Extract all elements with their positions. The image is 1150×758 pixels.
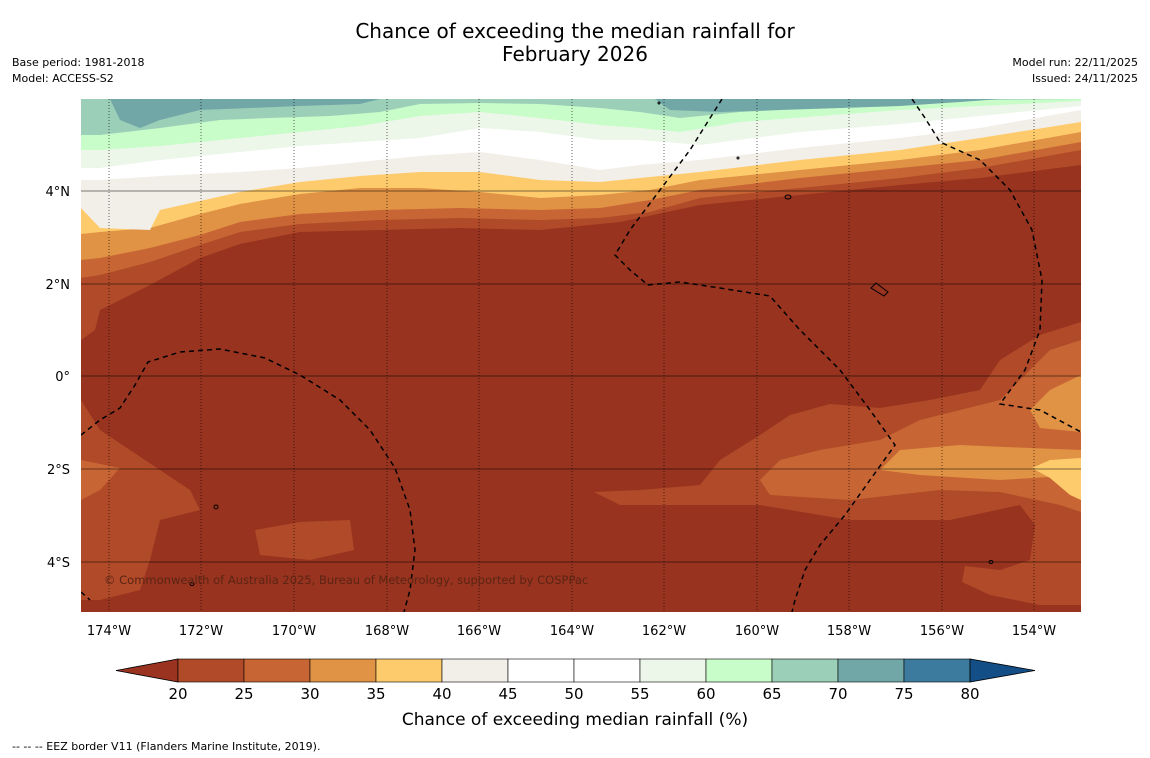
title-line-2: February 2026 <box>502 42 648 66</box>
lon-label: 174°W <box>87 624 131 639</box>
colorbar-tick-label: 50 <box>564 685 583 700</box>
colorbar-segment <box>375 658 443 683</box>
eez-border-east <box>911 99 1081 433</box>
band-70-75 <box>110 99 380 128</box>
eez-border-central <box>614 99 896 612</box>
lon-label: 166°W <box>457 624 501 639</box>
island-south <box>189 582 195 586</box>
lat-label: 2°N <box>46 278 71 293</box>
islands <box>189 101 994 586</box>
colorbar-tick-label: 45 <box>498 685 517 700</box>
colorbar-tick-label: 70 <box>828 685 847 700</box>
colorbar-tick-label: 60 <box>696 685 715 700</box>
lat-label: 2°S <box>47 463 70 478</box>
eez-borders <box>81 99 1081 612</box>
map-title: Chance of exceeding the median rainfall … <box>0 20 1150 66</box>
eez-border-west <box>81 348 416 612</box>
colorbar-title: Chance of exceeding median rainfall (%) <box>401 710 749 730</box>
island-east <box>988 560 994 564</box>
lon-label: 162°W <box>642 624 686 639</box>
colorbar-tick-label: 40 <box>432 685 451 700</box>
colorbar-segment <box>243 658 311 683</box>
lat-label: 4°S <box>47 556 70 571</box>
base-period-text: Base period: 1981-2018 <box>12 56 145 69</box>
colorbar-segment <box>309 658 377 683</box>
eez-footnote: -- -- -- EEZ border V11 (Flanders Marine… <box>12 740 321 753</box>
band-30-35-east <box>1030 375 1081 432</box>
colorbar-segment <box>441 658 509 683</box>
colorbar-tick-label: 20 <box>168 685 187 700</box>
lon-label: 168°W <box>365 624 409 639</box>
band-35-40-east <box>1032 458 1081 500</box>
colorbar-segment <box>903 658 971 683</box>
band-25-30-west <box>81 460 120 500</box>
rainfall-map: © Commonwealth of Australia 2025, Bureau… <box>46 99 1081 700</box>
model-text: Model: ACCESS-S2 <box>12 72 114 85</box>
colorbar-tick-label: 65 <box>762 685 781 700</box>
island-mid <box>736 156 740 160</box>
probability-field <box>81 99 1081 612</box>
lon-label: 154°W <box>1012 624 1056 639</box>
island-atoll <box>870 282 889 297</box>
colorbar-segment <box>771 658 839 683</box>
lon-label: 172°W <box>179 624 223 639</box>
colorbar-tick-label: 30 <box>300 685 319 700</box>
colorbar-segment <box>507 658 575 683</box>
lat-label: 4°N <box>46 185 71 200</box>
colorbar-segment <box>639 658 707 683</box>
island-west <box>213 504 219 510</box>
island-top <box>657 101 661 105</box>
band-30-35-south <box>880 445 1081 480</box>
colorbar-segment <box>573 658 641 683</box>
island-north <box>784 194 792 200</box>
lat-labels: 4°N 2°N 0° 2°S 4°S <box>46 185 71 571</box>
lon-label: 156°W <box>920 624 964 639</box>
colorbar-segment <box>177 658 245 683</box>
colorbar-extend-low <box>115 658 179 683</box>
band-20-25-west <box>81 400 200 600</box>
issued-text: Issued: 24/11/2025 <box>1031 72 1138 85</box>
colorbar: 20 25 30 35 40 45 50 55 60 65 70 75 80 <box>115 658 1036 700</box>
meta-right: Model run: 22/11/2025 Issued: 24/11/2025 <box>1012 55 1138 87</box>
eez-border-southwest <box>81 591 91 601</box>
copyright-text: © Commonwealth of Australia 2025, Bureau… <box>104 573 588 587</box>
title-line-1: Chance of exceeding the median rainfall … <box>355 19 795 43</box>
colorbar-tick-label: 35 <box>366 685 385 700</box>
meta-left: Base period: 1981-2018 Model: ACCESS-S2 <box>12 55 144 87</box>
colorbar-segment <box>837 658 905 683</box>
colorbar-tick-label: 80 <box>960 685 979 700</box>
colorbar-segment <box>705 658 773 683</box>
colorbar-tick-label: 25 <box>234 685 253 700</box>
colorbar-extend-high <box>969 658 1036 683</box>
colorbar-tick-label: 75 <box>894 685 913 700</box>
band-65-70 <box>81 99 1081 135</box>
model-run-text: Model run: 22/11/2025 <box>1012 56 1138 69</box>
lat-label: 0° <box>55 370 70 385</box>
lon-label: 160°W <box>735 624 779 639</box>
lon-label: 170°W <box>272 624 316 639</box>
graticule <box>81 190 1081 563</box>
band-20-25-west-patch <box>255 520 354 560</box>
lon-label: 164°W <box>550 624 594 639</box>
lon-labels: 174°W 172°W 170°W 168°W 166°W 164°W 162°… <box>87 624 1056 639</box>
lon-label: 158°W <box>827 624 871 639</box>
colorbar-tick-label: 55 <box>630 685 649 700</box>
